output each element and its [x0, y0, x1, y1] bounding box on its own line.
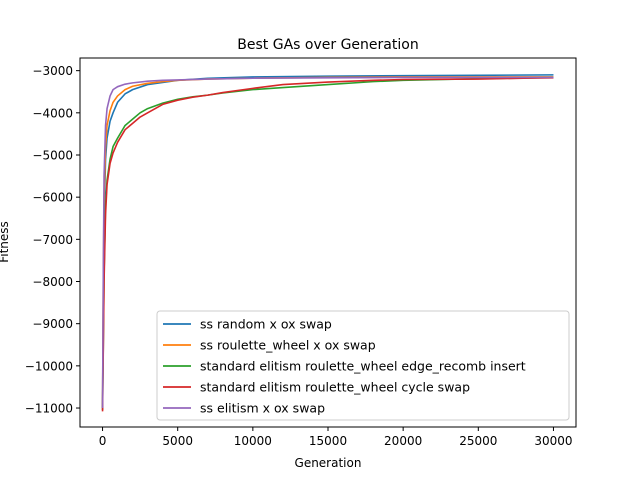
legend-label-2: ss roulette_wheel x ox swap: [200, 338, 376, 353]
x-tick-label: 30000: [534, 434, 572, 448]
x-tick-label: 20000: [384, 434, 422, 448]
series-layer: [101, 74, 554, 412]
legend-label-1: ss random x ox swap: [200, 317, 332, 332]
y-tick-label: −4000: [32, 106, 73, 120]
x-axis-title: Generation: [295, 456, 362, 470]
y-tick-label: −5000: [32, 148, 73, 162]
legend-label-4: standard elitism roulette_wheel cycle sw…: [200, 380, 470, 395]
y-tick-label: −10000: [25, 359, 73, 373]
y-tick-label: −7000: [32, 233, 73, 247]
y-tick-label: −11000: [25, 402, 73, 416]
chart-title: Best GAs over Generation: [237, 37, 418, 53]
y-axis: −11000 −10000 −9000 −8000 −7000 −6000 −5000 −40…: [25, 64, 80, 416]
x-axis: 0 5000 10000 15000 20000 25000 30000: [99, 427, 573, 448]
y-tick-label: −9000: [32, 317, 73, 331]
legend-box: [156, 310, 570, 421]
y-tick-label: −8000: [32, 275, 73, 289]
x-tick-label: 15000: [309, 434, 347, 448]
legend-label-3: standard elitism roulette_wheel edge_rec…: [200, 359, 526, 374]
y-axis-title: Fitness: [0, 221, 11, 263]
series-line-4: [101, 77, 554, 412]
series-line-5: [101, 76, 554, 409]
x-tick-label: 0: [99, 434, 107, 448]
legend-label-5: ss elitism x ox swap: [200, 401, 325, 416]
y-tick-label: −3000: [32, 64, 73, 78]
x-tick-label: 5000: [162, 434, 193, 448]
y-tick-label: −6000: [32, 191, 73, 205]
x-tick-label: 10000: [234, 434, 272, 448]
x-tick-label: 25000: [459, 434, 497, 448]
legend: ss random x ox swap ss roulette_wheel x o…: [156, 310, 570, 421]
